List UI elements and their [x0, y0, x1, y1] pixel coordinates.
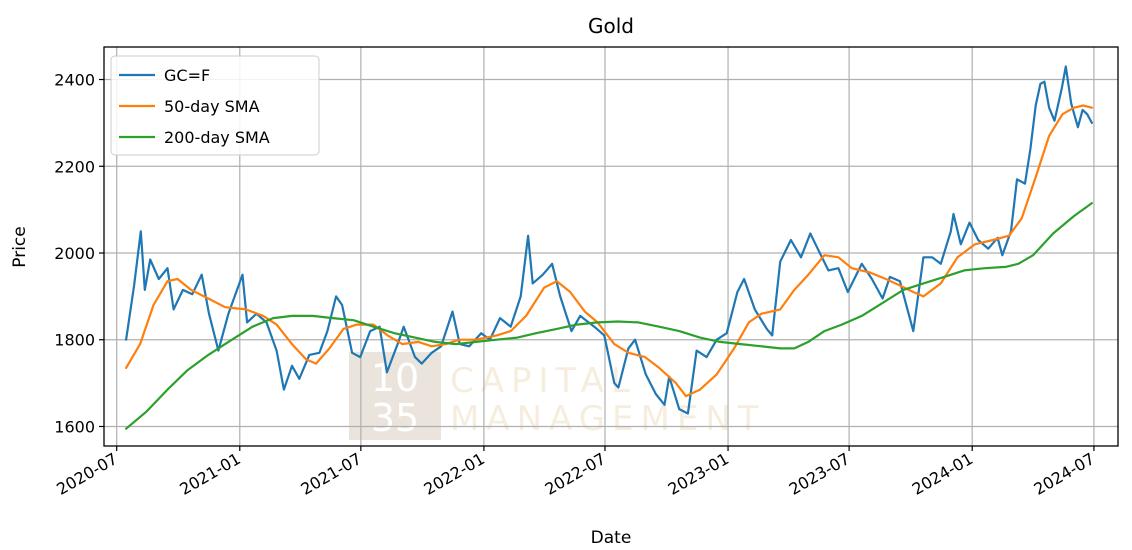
series-line-gc-f — [125, 65, 1093, 415]
x-axis-label: Date — [591, 528, 632, 548]
plot-frame — [103, 46, 1119, 447]
legend-label: 200-day SMA — [164, 128, 270, 147]
watermark-number-top: 10 — [371, 356, 419, 400]
legend-label: GC=F — [164, 66, 210, 85]
legend: GC=F 50-day SMA 200-day SMA — [110, 55, 320, 156]
legend-box — [110, 55, 320, 156]
x-tick-label: 2021-07 — [297, 449, 364, 499]
legend-label: 50-day SMA — [164, 97, 260, 116]
y-tick-label: 1600 — [54, 417, 95, 436]
y-tick-label: 1800 — [54, 331, 95, 350]
watermark-number-bottom: 35 — [371, 396, 419, 440]
y-tick-label: 2200 — [54, 157, 95, 176]
x-tick-label: 2021-01 — [176, 449, 243, 499]
y-tick-label: 2000 — [54, 244, 95, 263]
y-axis-label: Price — [10, 226, 30, 267]
x-axis: 2020-07 2021-01 2021-07 2022-01 2022-07 2023-… — [53, 446, 1098, 499]
x-tick-label: 2022-07 — [542, 449, 609, 499]
x-tick-label: 2022-01 — [421, 449, 488, 499]
series-line-200-day-sma — [125, 202, 1093, 430]
x-tick-label: 2024-01 — [909, 449, 976, 499]
series-lines — [125, 65, 1093, 430]
x-tick-label: 2023-07 — [786, 449, 853, 499]
watermark-word-bottom: MANAGEMENT — [450, 399, 766, 439]
watermark-logo: 10 35 CAPITAL MANAGEMENT — [349, 352, 766, 440]
x-tick-label: 2024-07 — [1031, 449, 1098, 499]
x-tick-label: 2023-01 — [665, 449, 732, 499]
x-tick-label: 2020-07 — [53, 449, 120, 499]
y-axis: 1600 1800 2000 2200 2400 — [54, 71, 104, 436]
chart-title: Gold — [588, 14, 634, 38]
series-line-50-day-sma — [125, 104, 1093, 398]
y-tick-label: 2400 — [54, 71, 95, 90]
watermark-word-top: CAPITAL — [450, 361, 637, 401]
